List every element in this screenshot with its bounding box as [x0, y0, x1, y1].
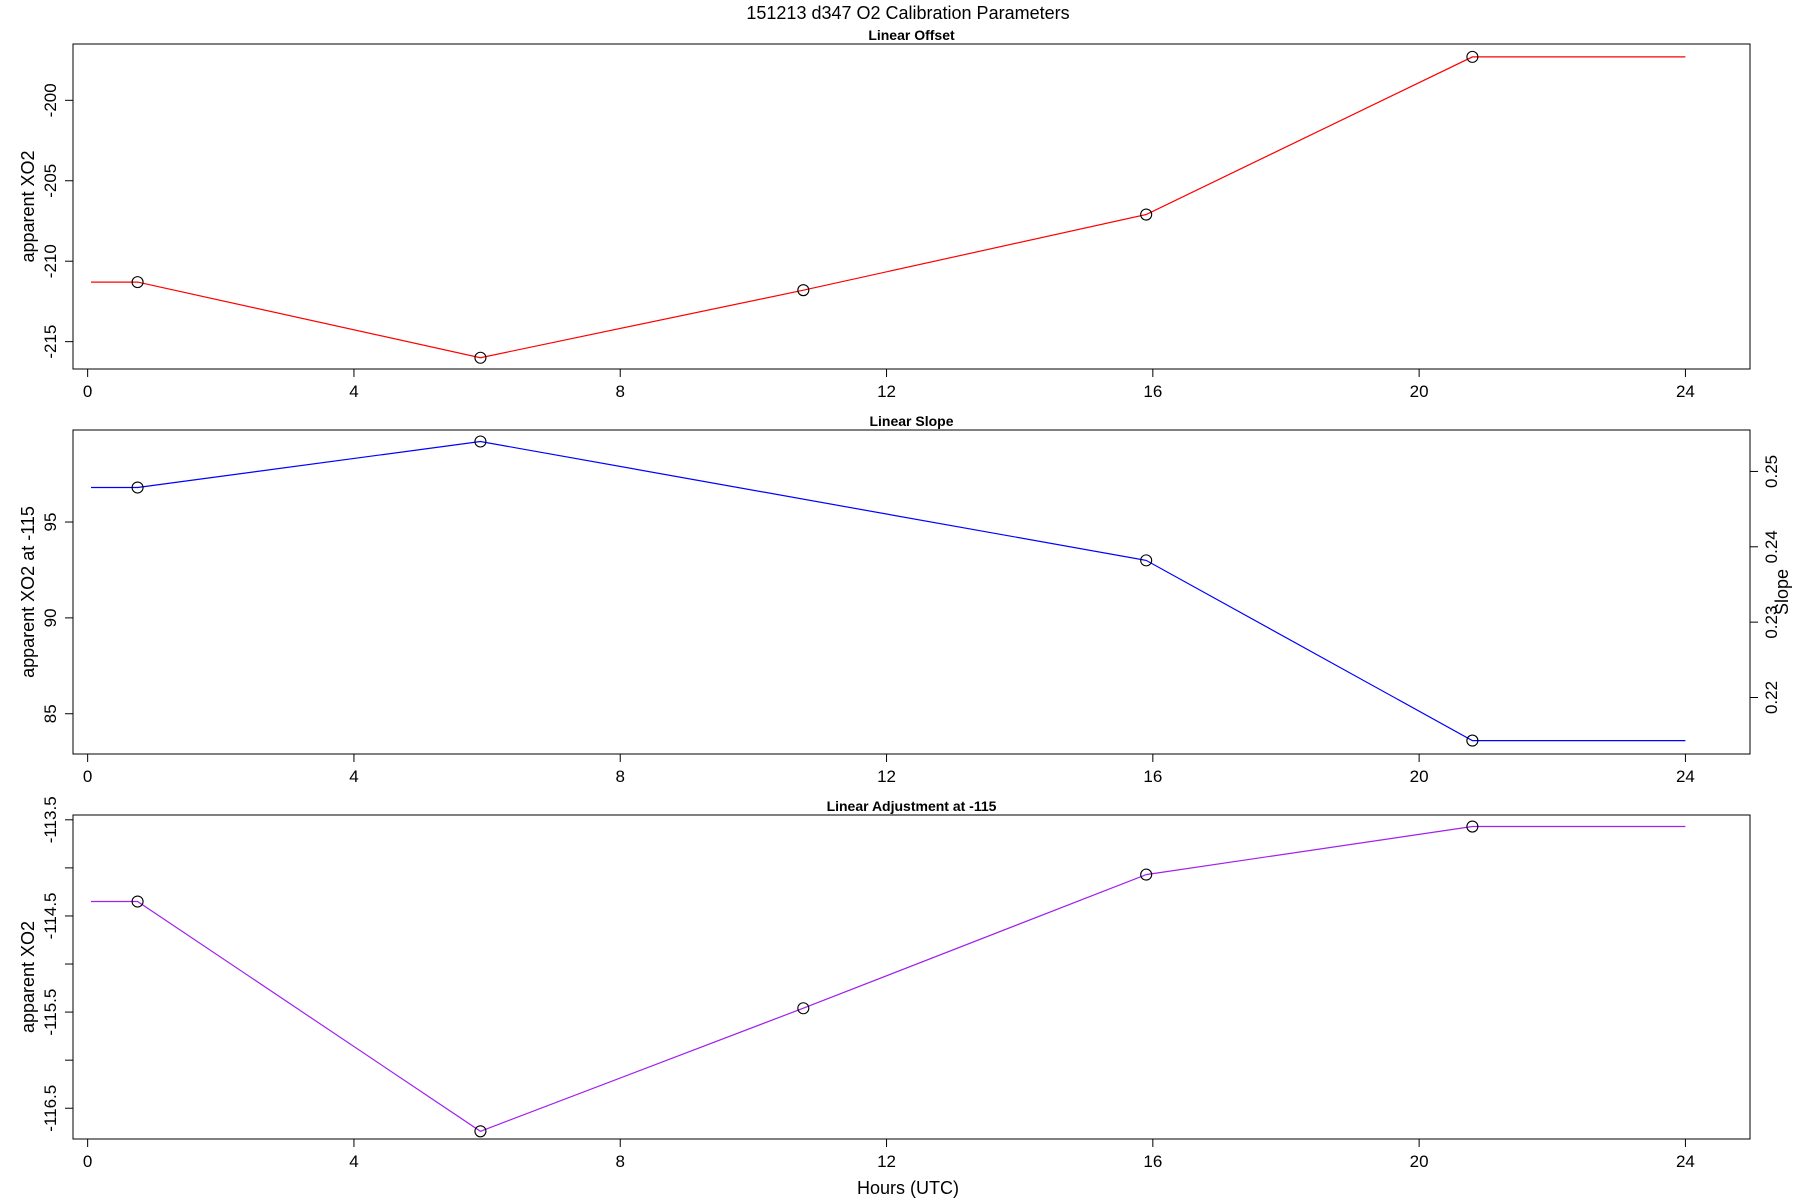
x-tick-label: 8: [616, 1152, 625, 1171]
data-point: [1466, 820, 1479, 833]
data-point: [1140, 208, 1153, 221]
y-axis-title: apparent XO2: [18, 150, 38, 262]
x-tick-label: 8: [616, 382, 625, 401]
data-point: [131, 895, 144, 908]
x-tick-label: 12: [877, 1152, 896, 1171]
x-tick-label: 16: [1143, 1152, 1162, 1171]
x-tick-label: 16: [1143, 767, 1162, 786]
data-point: [474, 435, 487, 448]
x-axis-title: Hours (UTC): [857, 1178, 959, 1198]
plot-frame: [72, 814, 1751, 1140]
data-point: [474, 351, 487, 364]
data-point: [1466, 734, 1479, 747]
plot-frame: [72, 429, 1751, 755]
x-tick-label: 8: [616, 767, 625, 786]
series-line: [91, 440, 1686, 742]
y-tick-label: 90: [41, 608, 60, 627]
y-tick-label: -115.5: [41, 989, 60, 1036]
panel-title: Linear Slope: [869, 413, 953, 429]
x-tick-label: 12: [877, 382, 896, 401]
x-tick-label: 0: [83, 1152, 92, 1171]
data-point: [131, 481, 144, 494]
series-line: [91, 825, 1686, 1132]
y-right-tick-label: 0.25: [1762, 455, 1781, 488]
panel-title: Linear Offset: [868, 27, 955, 43]
y-axis-right-title: Slope: [1772, 569, 1792, 615]
x-tick-label: 4: [349, 1152, 358, 1171]
x-tick-label: 12: [877, 767, 896, 786]
data-point: [797, 1002, 810, 1015]
x-tick-label: 20: [1410, 382, 1429, 401]
panel-linear-offset: Linear Offset 0 4 8 12 16 20 24 -215 -210 -205 -200…: [18, 27, 1751, 401]
panel-title: Linear Adjustment at -115: [827, 798, 997, 814]
x-tick-label: 4: [349, 767, 358, 786]
x-tick-label: 20: [1410, 1152, 1429, 1171]
y-right-tick-label: 0.22: [1762, 681, 1781, 714]
data-point: [1140, 554, 1153, 567]
plot-frame: [72, 43, 1751, 370]
data-point: [1466, 50, 1479, 63]
series-line: [91, 56, 1686, 359]
y-tick-label: -116.5: [41, 1085, 60, 1132]
x-tick-label: 4: [349, 382, 358, 401]
panel-linear-adjustment: Linear Adjustment at -115 0 4 8 12 16 20 24 -116…: [18, 796, 1751, 1171]
data-point: [474, 1125, 487, 1138]
data-point: [131, 276, 144, 289]
y-tick-label: -200: [41, 83, 60, 117]
x-tick-label: 16: [1143, 382, 1162, 401]
y-tick-label: -113.5: [41, 796, 60, 843]
y-tick-label: 85: [41, 704, 60, 723]
data-point: [797, 284, 810, 297]
x-tick-label: 24: [1676, 767, 1695, 786]
x-tick-label: 24: [1676, 1152, 1695, 1171]
y-tick-label: -215: [41, 325, 60, 359]
y-tick-label: -210: [41, 244, 60, 278]
x-tick-label: 0: [83, 382, 92, 401]
x-tick-label: 0: [83, 767, 92, 786]
y-tick-label: 95: [41, 513, 60, 532]
y-tick-label: -114.5: [41, 892, 60, 939]
x-tick-label: 24: [1676, 382, 1695, 401]
y-tick-label: -205: [41, 164, 60, 198]
main-title: 151213 d347 O2 Calibration Parameters: [746, 3, 1069, 23]
y-axis-title: apparent XO2 at -115: [18, 506, 38, 678]
y-right-tick-label: 0.24: [1762, 530, 1781, 563]
x-tick-label: 20: [1410, 767, 1429, 786]
y-right-tick-label: 0.23: [1762, 606, 1781, 639]
y-axis-title: apparent XO2: [18, 921, 38, 1033]
data-point: [1140, 868, 1153, 881]
